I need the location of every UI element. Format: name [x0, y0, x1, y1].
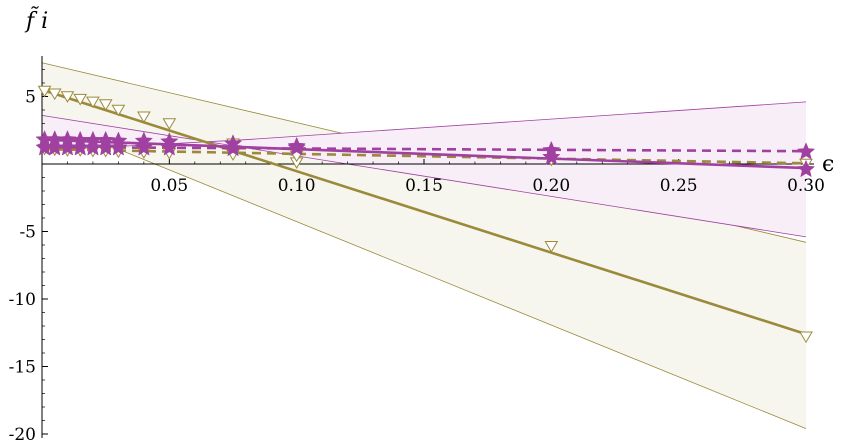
star-marker	[134, 138, 154, 156]
triangle-marker	[799, 331, 813, 344]
triangle-marker	[98, 99, 113, 111]
triangle-marker	[37, 85, 52, 98]
y-tick-label: -20	[9, 425, 36, 445]
x-tick-label: 0.20	[532, 176, 570, 196]
y-tick-label: -15	[9, 358, 36, 378]
star-marker	[542, 140, 561, 159]
star-marker	[223, 138, 243, 157]
y-tick-label: -5	[19, 223, 36, 243]
y-tick-label: -10	[9, 290, 36, 310]
star-marker	[542, 147, 561, 166]
y-axis-title: f̃ i	[24, 7, 48, 34]
star-marker	[160, 138, 179, 156]
purple-band-area	[42, 101, 806, 237]
star-marker	[287, 138, 306, 156]
triangle-marker	[162, 118, 177, 130]
x-tick-label: 0.05	[150, 176, 188, 196]
triangle-marker	[47, 88, 62, 101]
x-tick-label: 0.15	[405, 176, 443, 196]
triangle-marker	[136, 111, 151, 124]
star-marker	[109, 138, 128, 156]
star-marker	[796, 142, 816, 160]
data-markers	[35, 85, 816, 344]
ticks: 0.05 0.10 0.15 0.20 0.25 0.30 5 -5 -10 -15 -20	[9, 69, 825, 445]
star-marker	[796, 159, 816, 178]
olive-band-edge	[41, 117, 807, 429]
triangle-marker	[544, 241, 559, 253]
y-tick-label: 5	[25, 88, 36, 108]
x-axis-title: ϵ	[822, 152, 834, 177]
triangle-marker	[73, 93, 88, 106]
triangle-marker	[86, 96, 100, 109]
triangle-marker	[111, 104, 126, 117]
x-tick-label: 0.10	[278, 176, 316, 196]
x-tick-label: 0.30	[787, 176, 825, 196]
olive-solid-fit-line	[41, 88, 807, 336]
x-tick-label: 0.25	[660, 176, 698, 196]
triangle-marker	[60, 91, 75, 103]
confidence-bands	[41, 62, 807, 429]
